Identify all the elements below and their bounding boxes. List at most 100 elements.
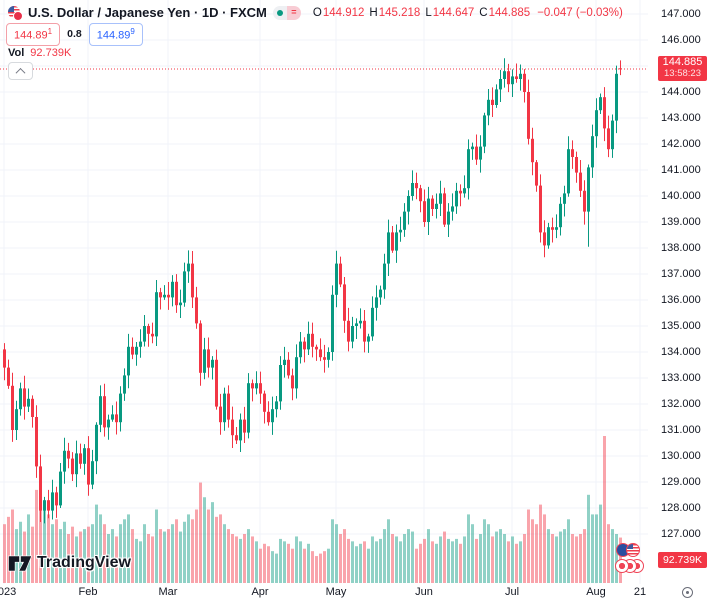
candle[interactable] [183, 271, 186, 303]
candle[interactable] [591, 136, 594, 168]
candle[interactable] [23, 388, 26, 407]
candle[interactable] [187, 263, 190, 272]
candle[interactable] [419, 188, 422, 202]
candle[interactable] [331, 294, 334, 352]
candle[interactable] [271, 409, 274, 423]
candle[interactable] [579, 172, 582, 191]
candle[interactable] [567, 149, 570, 194]
candle[interactable] [527, 92, 530, 139]
candle[interactable] [335, 263, 338, 295]
candle[interactable] [599, 97, 602, 111]
candle[interactable] [35, 417, 38, 467]
candle[interactable] [71, 458, 74, 475]
candle[interactable] [543, 232, 546, 246]
candle[interactable] [171, 281, 174, 298]
candle[interactable] [343, 284, 346, 321]
candle[interactable] [247, 383, 250, 433]
candle[interactable] [539, 185, 542, 233]
volume-indicator-legend[interactable]: Vol 92.739K [8, 47, 71, 59]
candle[interactable] [551, 227, 554, 230]
candle[interactable] [615, 73, 618, 121]
candle[interactable] [479, 146, 482, 160]
candle[interactable] [267, 411, 270, 423]
candle[interactable] [235, 435, 238, 441]
tradingview-logo[interactable]: TradingView [8, 554, 131, 572]
candle[interactable] [475, 146, 478, 160]
candle[interactable] [435, 203, 438, 209]
candle[interactable] [439, 193, 442, 204]
candle[interactable] [79, 453, 82, 464]
candle[interactable] [47, 500, 50, 511]
candle[interactable] [575, 157, 578, 173]
candle[interactable] [255, 383, 258, 389]
candle[interactable] [391, 232, 394, 251]
candle[interactable] [219, 406, 222, 423]
candle[interactable] [87, 448, 90, 485]
candle[interactable] [63, 450, 66, 472]
candle[interactable] [107, 419, 110, 428]
candle[interactable] [315, 346, 318, 350]
candle[interactable] [251, 383, 254, 389]
candle[interactable] [463, 188, 466, 194]
candle[interactable] [519, 73, 522, 79]
collapse-legend-button[interactable] [8, 62, 33, 80]
candle[interactable] [67, 450, 70, 459]
candle[interactable] [371, 307, 374, 337]
candle[interactable] [379, 289, 382, 298]
candle[interactable] [143, 326, 146, 342]
candle[interactable] [123, 375, 126, 394]
candle[interactable] [119, 393, 122, 423]
candle[interactable] [375, 297, 378, 308]
candle[interactable] [11, 385, 14, 430]
candle[interactable] [195, 297, 198, 324]
candle[interactable] [387, 232, 390, 264]
candle[interactable] [299, 341, 302, 358]
candle[interactable] [95, 424, 98, 462]
candle[interactable] [307, 333, 310, 350]
candle[interactable] [103, 396, 106, 428]
candle[interactable] [155, 292, 158, 337]
market-status-pill[interactable]: = [272, 5, 301, 20]
candle[interactable] [523, 73, 526, 92]
candle[interactable] [503, 71, 506, 79]
candle[interactable] [547, 227, 550, 246]
buy-button[interactable]: 144.899 [88, 23, 143, 46]
candle[interactable] [319, 349, 322, 358]
candle[interactable] [39, 466, 42, 511]
candle[interactable] [563, 193, 566, 204]
candle[interactable] [15, 409, 18, 430]
candle[interactable] [275, 401, 278, 410]
candle[interactable] [555, 227, 558, 230]
candle[interactable] [75, 453, 78, 475]
candle[interactable] [287, 359, 290, 376]
candle[interactable] [131, 346, 134, 355]
candle[interactable] [607, 128, 610, 150]
candle[interactable] [507, 71, 510, 85]
candle[interactable] [19, 388, 22, 410]
candle[interactable] [147, 326, 150, 334]
candle[interactable] [515, 76, 518, 79]
sell-button[interactable]: 144.891 [6, 23, 61, 46]
candle[interactable] [383, 263, 386, 290]
candle[interactable] [571, 149, 574, 157]
candle[interactable] [215, 359, 218, 407]
price-axis[interactable]: 144.885 13:58:23 92.739K 127.000 128.000 1… [648, 0, 710, 584]
candle[interactable] [531, 138, 534, 163]
candle[interactable] [227, 393, 230, 420]
candle[interactable] [359, 320, 362, 324]
candle[interactable] [139, 341, 142, 347]
candle[interactable] [583, 190, 586, 212]
candle[interactable] [283, 359, 286, 365]
candle[interactable] [203, 349, 206, 373]
candle[interactable] [303, 341, 306, 350]
candle[interactable] [151, 333, 154, 337]
candle[interactable] [495, 89, 498, 105]
candle[interactable] [127, 346, 130, 376]
candle[interactable] [91, 461, 94, 485]
candle[interactable] [167, 294, 170, 298]
candle[interactable] [99, 396, 102, 425]
candle[interactable] [135, 346, 138, 355]
candle[interactable] [399, 229, 402, 233]
candle[interactable] [587, 167, 590, 212]
candle[interactable] [83, 448, 86, 464]
